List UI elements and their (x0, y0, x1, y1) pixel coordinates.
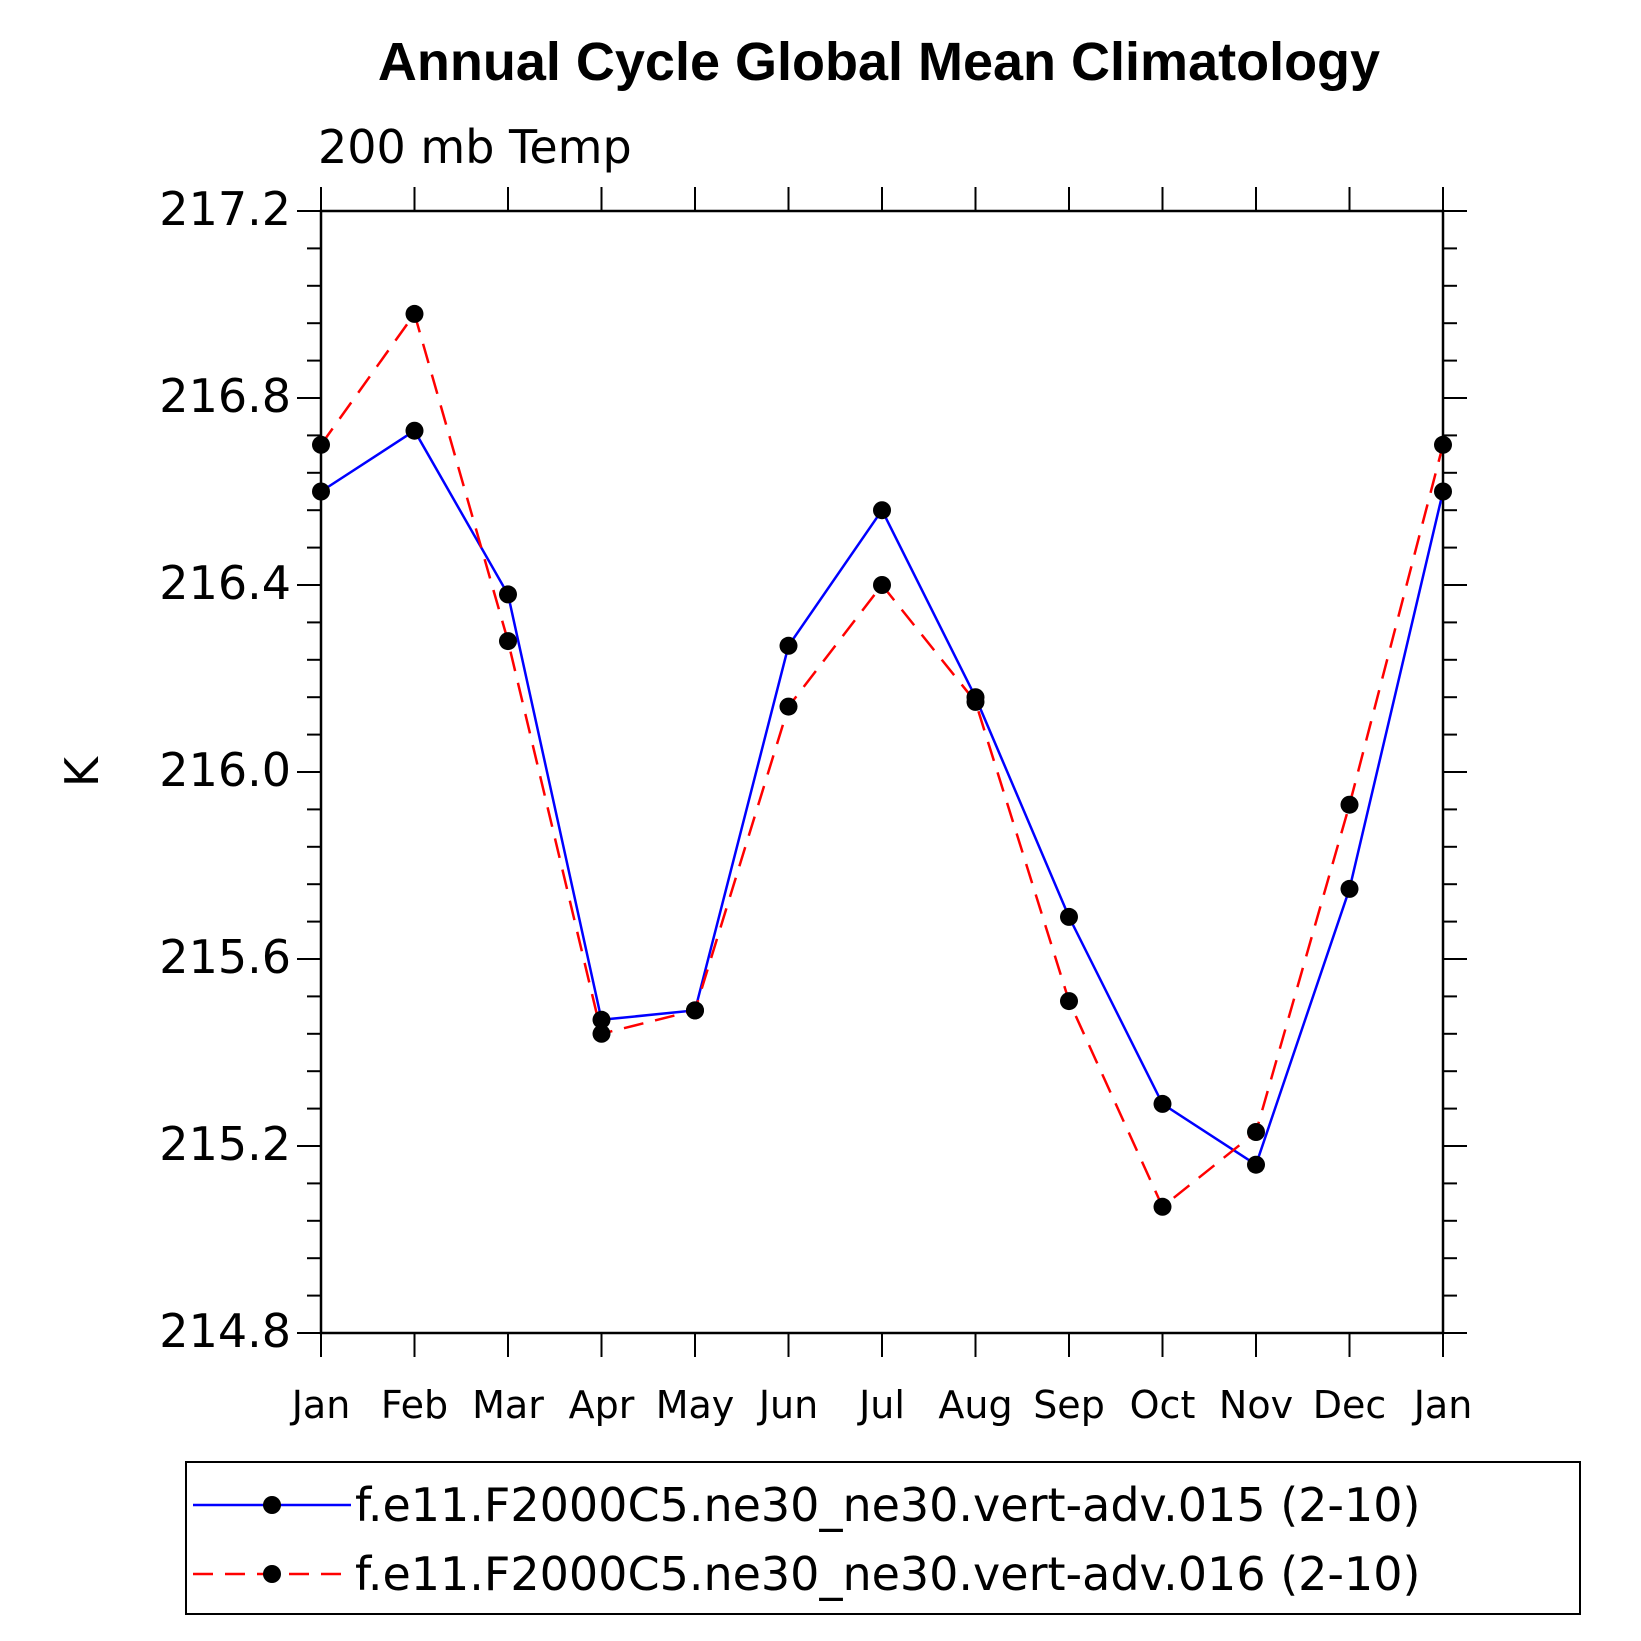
series-1-point (592, 1010, 611, 1029)
legend-label-series-2: f.e11.F2000C5.ne30_ne30.vert-adv.016 (2-… (355, 1547, 1421, 1601)
series-1-point (1153, 1094, 1172, 1113)
series-2-point (1060, 992, 1078, 1011)
x-tick-label: Jan (290, 1383, 351, 1427)
series-2-point (873, 576, 891, 594)
series-2-point (779, 697, 798, 716)
y-tick-label: 216.0 (159, 743, 291, 797)
x-tick-label: Jul (857, 1383, 905, 1427)
series-1-point (405, 421, 424, 440)
x-tick-label: Jan (1412, 1383, 1473, 1427)
legend-marker-series-1 (263, 1496, 281, 1514)
legend-marker-series-2 (263, 1565, 281, 1583)
y-tick-label: 214.8 (159, 1304, 291, 1358)
legend: f.e11.F2000C5.ne30_ne30.vert-adv.015 (2-… (185, 1461, 1581, 1615)
x-tick-label: Apr (569, 1383, 635, 1427)
legend-label-series-1: f.e11.F2000C5.ne30_ne30.vert-adv.015 (2-… (355, 1478, 1421, 1532)
x-tick-label: Feb (381, 1383, 448, 1427)
series-1-point (1434, 482, 1452, 501)
series-2-point (592, 1024, 611, 1043)
series-2-point (312, 435, 330, 454)
x-tick-label: Aug (938, 1383, 1012, 1427)
x-tick-label: Dec (1313, 1383, 1387, 1427)
plot-frame (319, 209, 1445, 1335)
series-1-point (1247, 1155, 1265, 1174)
y-tick-label: 215.6 (159, 930, 291, 984)
series-1-point (1060, 907, 1078, 926)
series-2-point (966, 692, 985, 711)
x-tick-label: Mar (472, 1383, 544, 1427)
x-tick-label: Nov (1219, 1383, 1293, 1427)
series-layer (312, 304, 1452, 1216)
x-tick-label: Sep (1033, 1383, 1105, 1427)
series-1-point (779, 636, 798, 655)
y-tick-label: 216.8 (159, 369, 291, 423)
y-axis-label: K (55, 755, 109, 787)
y-tick-labels: 214.8 215.2 215.6 216.0 216.4 216.8 217.2 (159, 182, 291, 1358)
x-tick-label: May (656, 1383, 735, 1427)
series-1-point (873, 501, 891, 520)
series-2-point (499, 632, 517, 651)
legend-frame (185, 1461, 1581, 1615)
y-tick-label: 216.4 (159, 556, 291, 610)
series-2-point (686, 1001, 704, 1020)
series-2-point (1153, 1197, 1172, 1216)
axis-ticks (297, 187, 1467, 1357)
series-2-point (1434, 435, 1452, 454)
series-line-2 (319, 311, 1445, 1209)
chart-subtitle: 200 mb Temp (318, 120, 632, 174)
series-2-point (1340, 795, 1359, 814)
x-tick-labels: Jan Feb Mar Apr May Jun Jul Aug Sep Oct Nov Dec Jan (290, 1383, 1473, 1427)
series-2-point (1247, 1123, 1265, 1141)
series-2-point (405, 304, 424, 323)
series-1-point (312, 482, 330, 501)
series-1-point (1340, 879, 1359, 898)
chart-title: Annual Cycle Global Mean Climatology (378, 32, 1380, 92)
y-tick-label: 217.2 (159, 182, 291, 236)
x-tick-label: Jun (757, 1383, 818, 1427)
y-tick-label: 215.2 (159, 1117, 291, 1171)
series-1-point (499, 585, 517, 604)
x-tick-label: Oct (1130, 1383, 1196, 1427)
series-line-1 (320, 428, 1445, 1167)
